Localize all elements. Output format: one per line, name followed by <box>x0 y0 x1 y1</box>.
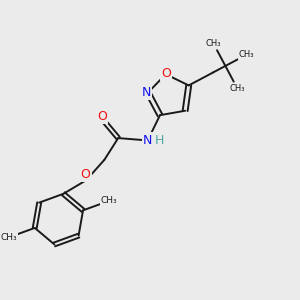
Text: CH₃: CH₃ <box>238 50 254 59</box>
Text: CH₃: CH₃ <box>230 84 245 93</box>
Text: CH₃: CH₃ <box>206 39 221 48</box>
Text: O: O <box>161 67 171 80</box>
Text: O: O <box>97 110 107 123</box>
Text: N: N <box>141 86 151 99</box>
Text: O: O <box>81 168 91 181</box>
Text: CH₃: CH₃ <box>0 233 17 242</box>
Text: H: H <box>155 134 164 147</box>
Text: N: N <box>143 134 152 147</box>
Text: CH₃: CH₃ <box>101 196 117 206</box>
